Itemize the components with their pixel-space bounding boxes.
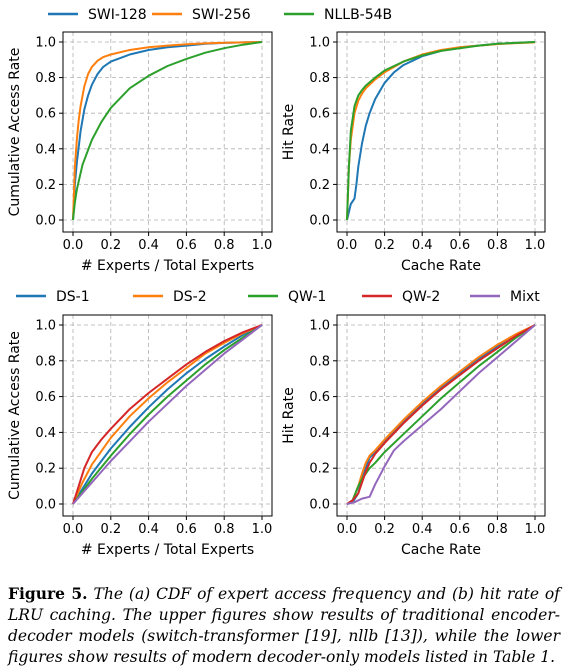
series-line-ds-2 — [72, 324, 263, 505]
series-line-mixt — [346, 324, 536, 505]
series-line-nllb-54b — [346, 41, 536, 221]
x-tick-label: 1.0 — [252, 238, 273, 253]
plot-frame — [62, 314, 273, 517]
legend-label-qw-2: QW-2 — [402, 289, 440, 305]
plot-frame — [62, 31, 273, 233]
y-tick-label: 0.4 — [309, 142, 330, 157]
x-axis-label: # Experts / Total Experts — [81, 542, 254, 558]
x-tick-label: 0.0 — [337, 238, 358, 253]
legend-label-nllb-54b: NLLB-54B — [324, 7, 392, 23]
series-line-nllb-54b — [72, 41, 263, 221]
y-axis-label: Hit Rate — [281, 387, 297, 443]
series-line-swi-128 — [72, 41, 263, 221]
x-axis-label: Cache Rate — [401, 542, 481, 558]
x-tick-label: 0.8 — [487, 522, 508, 537]
y-tick-label: 0.4 — [35, 426, 56, 441]
y-tick-label: 1.0 — [309, 36, 330, 51]
series-line-ds-1 — [72, 324, 263, 505]
series-line-qw-2 — [346, 324, 536, 505]
y-tick-label: 0.6 — [309, 107, 330, 122]
legend-label-ds-1: DS-1 — [56, 289, 90, 305]
x-tick-label: 0.6 — [449, 238, 470, 253]
y-tick-label: 1.0 — [309, 319, 330, 334]
y-tick-label: 0.6 — [35, 390, 56, 405]
series-line-mixt — [72, 324, 263, 505]
x-tick-label: 0.4 — [412, 522, 433, 537]
y-axis-label: Cumulative Access Rate — [7, 48, 23, 217]
y-tick-label: 0.0 — [309, 498, 330, 513]
y-tick-label: 0.4 — [35, 142, 56, 157]
figure: SWI-128 SWI-256 NLLB-54B DS-1 DS-2 QW-1 QW-2 Mi… — [7, 7, 546, 558]
x-tick-label: 0.6 — [449, 522, 470, 537]
x-tick-label: 0.0 — [63, 238, 84, 253]
x-tick-label: 0.8 — [487, 238, 508, 253]
x-tick-label: 1.0 — [252, 522, 273, 537]
x-tick-label: 1.0 — [525, 522, 546, 537]
y-tick-label: 0.8 — [309, 354, 330, 369]
y-tick-label: 1.0 — [35, 319, 56, 334]
x-tick-label: 0.2 — [374, 238, 395, 253]
series-line-swi-128 — [346, 41, 536, 221]
y-tick-label: 0.6 — [35, 107, 56, 122]
x-tick-label: 0.0 — [337, 522, 358, 537]
x-axis-label: # Experts / Total Experts — [81, 258, 254, 274]
series-line-qw-1 — [346, 324, 536, 505]
x-tick-label: 0.4 — [412, 238, 433, 253]
y-tick-label: 0.0 — [35, 498, 56, 513]
x-tick-label: 0.0 — [63, 522, 84, 537]
caption-text: The (a) CDF of expert access frequency a… — [8, 585, 560, 666]
x-tick-label: 0.6 — [176, 522, 197, 537]
x-tick-label: 1.0 — [525, 238, 546, 253]
x-tick-label: 0.2 — [100, 522, 121, 537]
y-tick-label: 0.6 — [309, 390, 330, 405]
y-tick-label: 0.0 — [309, 214, 330, 229]
y-tick-label: 0.2 — [309, 178, 330, 193]
series-line-ds-1 — [346, 324, 536, 505]
series-line-ds-2 — [346, 324, 536, 505]
y-tick-label: 0.8 — [35, 354, 56, 369]
y-tick-label: 1.0 — [35, 36, 56, 51]
x-tick-label: 0.6 — [176, 238, 197, 253]
figure-caption: Figure 5. The (a) CDF of expert access f… — [8, 583, 560, 668]
y-tick-label: 0.0 — [35, 214, 56, 229]
x-tick-label: 0.2 — [374, 522, 395, 537]
x-tick-label: 0.4 — [138, 522, 159, 537]
y-tick-label: 0.4 — [309, 426, 330, 441]
x-tick-label: 0.8 — [214, 238, 235, 253]
legend-label-swi-128: SWI-128 — [88, 7, 147, 23]
legend-label-swi-256: SWI-256 — [192, 7, 251, 23]
y-axis-label: Hit Rate — [281, 104, 297, 160]
plot-frame — [336, 314, 546, 517]
x-tick-label: 0.2 — [100, 238, 121, 253]
x-tick-label: 0.8 — [214, 522, 235, 537]
legend-label-ds-2: DS-2 — [173, 289, 207, 305]
y-tick-label: 0.2 — [309, 462, 330, 477]
y-tick-label: 0.2 — [35, 462, 56, 477]
series-line-swi-256 — [72, 41, 263, 221]
series-line-swi-256 — [346, 41, 536, 221]
y-tick-label: 0.2 — [35, 178, 56, 193]
x-axis-label: Cache Rate — [401, 258, 481, 274]
y-axis-label: Cumulative Access Rate — [7, 331, 23, 500]
series-line-qw-1 — [72, 324, 263, 505]
series-line-qw-2 — [72, 324, 263, 505]
y-tick-label: 0.8 — [35, 71, 56, 86]
plot-frame — [336, 31, 546, 233]
legend-label-qw-1: QW-1 — [288, 289, 326, 305]
y-tick-label: 0.8 — [309, 71, 330, 86]
caption-label: Figure 5. — [8, 584, 88, 603]
legend-label-mixt: Mixt — [510, 289, 540, 305]
x-tick-label: 0.4 — [138, 238, 159, 253]
